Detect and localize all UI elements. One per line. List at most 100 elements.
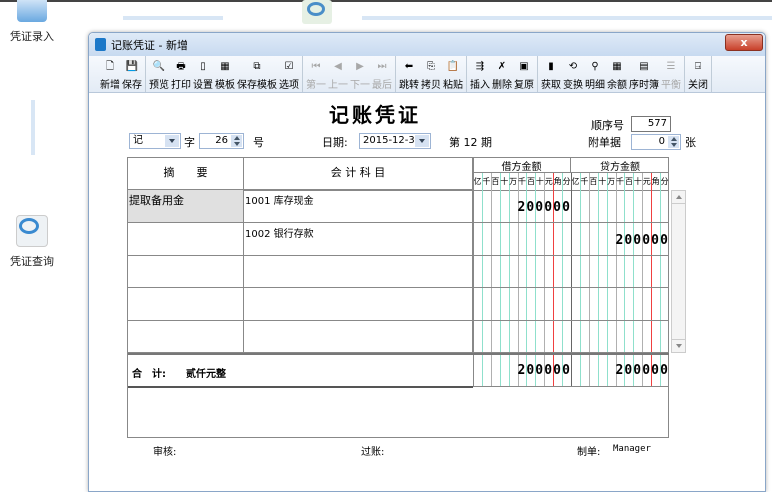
date-picker[interactable]: 2015-12-31 [359, 133, 431, 149]
transform-icon: ⟲ [568, 61, 578, 72]
toolbar-button-close-door[interactable]: ⍈ 关闭 [687, 56, 709, 92]
toolbar-button-balance-check[interactable]: ☰ 平衡 [660, 56, 682, 92]
toolbar-group: ⇶ 插入 ✗ 删除 ▣ 复原 [467, 56, 538, 92]
amount-row[interactable] [473, 256, 669, 288]
summary-cell[interactable] [128, 256, 244, 288]
period-label: 第 12 期 [449, 136, 492, 149]
posting-label: 过账: [361, 447, 385, 458]
digit-grid-line [517, 355, 519, 386]
digit-header: 元 [544, 177, 553, 186]
digit-grid-line [553, 355, 555, 386]
digit-grid-line [615, 355, 617, 386]
toolbar-button-new[interactable]: 🗋 新增 [99, 56, 121, 92]
summary-cell[interactable] [128, 288, 244, 321]
toolbar-button-jump[interactable]: ⬅ 跳转 [398, 56, 420, 92]
seq-label: 顺序号 [591, 119, 624, 132]
toolbar-button-template[interactable]: ▦ 模板 [214, 56, 236, 92]
digit-header: 亿 [571, 177, 580, 186]
title-bar: 记账凭证 - 新增 x [89, 33, 765, 56]
digit-header: 十 [535, 177, 544, 186]
summary-cell[interactable] [128, 223, 244, 256]
toolbar-group: ▮ 获取 ⟲ 变换 ⚲ 明细 ▦ 余额 ▤ 序时簿 ☰ 平衡 [538, 56, 685, 92]
toolbar-button-save[interactable]: 💾 保存 [121, 56, 143, 92]
amount-row[interactable] [473, 321, 669, 353]
toolbar-button-copy[interactable]: ⎘ 拷贝 [420, 56, 442, 92]
delete-icon: ✗ [497, 61, 507, 72]
digit-grid-line [624, 355, 626, 386]
toolbar-button-preview[interactable]: 🔍 预览 [148, 56, 170, 92]
toolbar-button-label: 设置 [193, 80, 213, 91]
first-icon: ⏮ [311, 61, 321, 72]
scrollbar[interactable] [671, 190, 686, 353]
journal-icon: ▤ [639, 61, 649, 72]
digit-grid-line [579, 355, 581, 386]
close-button[interactable]: x [725, 34, 763, 51]
subject-cell[interactable] [244, 321, 473, 353]
digit-header: 千 [580, 177, 589, 186]
digit-grid-line [642, 173, 644, 353]
voucher-query-shortcut[interactable]: 凭证查询 [0, 215, 64, 269]
subject-cell[interactable] [244, 256, 473, 288]
toolbar-button-binoculars[interactable]: ⚲ 明细 [584, 56, 606, 92]
digit-header: 十 [633, 177, 642, 186]
subject-cell[interactable] [244, 288, 473, 321]
toolbar-button-label: 获取 [541, 80, 561, 91]
toolbar-group: 🔍 预览 🖶 打印 ▯ 设置 ▦ 模板 ⧉ 保存模板 ☑ 选项 [146, 56, 303, 92]
toolbar-button-label: 粘贴 [443, 80, 463, 91]
toolbar-button-paste[interactable]: 📋 粘贴 [442, 56, 464, 92]
digit-grid-line [499, 355, 501, 386]
attachments-stepper[interactable]: 0 [631, 134, 681, 150]
voucher-number-stepper[interactable]: 26 [199, 133, 244, 149]
toolbar-button-balance[interactable]: ▦ 余额 [606, 56, 628, 92]
toolbar-button-journal[interactable]: ▤ 序时簿 [628, 56, 660, 92]
scroll-down-icon[interactable] [672, 339, 685, 352]
toolbar-button-last[interactable]: ⏭ 最后 [371, 56, 393, 92]
toolbar-button-label: 变换 [563, 80, 583, 91]
flow-arrow-icon [123, 16, 223, 20]
subject-cell[interactable]: 1001 库存现金 [244, 190, 473, 223]
subject-header: 会 计 科 目 [244, 158, 473, 190]
toolbar-group: ⍈ 关闭 [685, 56, 712, 92]
magnifier-icon[interactable] [302, 0, 332, 24]
toolbar-button-restore[interactable]: ▣ 复原 [513, 56, 535, 92]
amount-row[interactable] [473, 288, 669, 321]
chevron-down-icon[interactable] [165, 135, 179, 147]
toolbar-button-label: 上一 [328, 80, 348, 91]
toolbar-button-label: 预览 [149, 80, 169, 91]
toolbar-button-fetch[interactable]: ▮ 获取 [540, 56, 562, 92]
scroll-up-icon[interactable] [672, 191, 685, 204]
summary-cell[interactable] [128, 321, 244, 353]
print-icon: 🖶 [176, 61, 186, 72]
subject-cell[interactable]: 1002 银行存款 [244, 223, 473, 256]
voucher-type-select[interactable]: 记 [129, 133, 181, 149]
summary-cell[interactable]: 提取备用金 [128, 190, 244, 223]
toolbar-button-settings[interactable]: ▯ 设置 [192, 56, 214, 92]
template-icon: ▦ [220, 61, 230, 72]
spinner-icon[interactable] [231, 135, 242, 147]
date-label: 日期: [322, 136, 348, 149]
digit-header: 千 [616, 177, 625, 186]
toolbar-button-print[interactable]: 🖶 打印 [170, 56, 192, 92]
flow-arrow-icon [362, 16, 772, 20]
voucher-entry-shortcut[interactable]: 凭证录入 [0, 0, 64, 44]
toolbar-button-delete[interactable]: ✗ 删除 [491, 56, 513, 92]
toolbar-button-options[interactable]: ☑ 选项 [278, 56, 300, 92]
toolbar-button-save-template[interactable]: ⧉ 保存模板 [236, 56, 278, 92]
preview-icon: 🔍 [152, 61, 166, 72]
spinner-icon[interactable] [668, 136, 679, 148]
chevron-down-icon[interactable] [415, 135, 429, 147]
digit-grid-line [481, 173, 483, 353]
toolbar-button-first[interactable]: ⏮ 第一 [305, 56, 327, 92]
digit-header: 万 [509, 177, 518, 186]
voucher-entry-label: 凭证录入 [10, 30, 54, 43]
toolbar-button-next[interactable]: ▶ 下一 [349, 56, 371, 92]
digit-grid-line [526, 173, 528, 353]
toolbar-button-insert[interactable]: ⇶ 插入 [469, 56, 491, 92]
voucher-type-value: 记 [133, 135, 143, 146]
toolbar-button-transform[interactable]: ⟲ 变换 [562, 56, 584, 92]
balance-check-icon: ☰ [666, 61, 676, 72]
toolbar-button-prev[interactable]: ◀ 上一 [327, 56, 349, 92]
amount-value: 200000 [615, 363, 669, 378]
toolbar-button-label: 平衡 [661, 80, 681, 91]
digit-header: 百 [526, 177, 535, 186]
